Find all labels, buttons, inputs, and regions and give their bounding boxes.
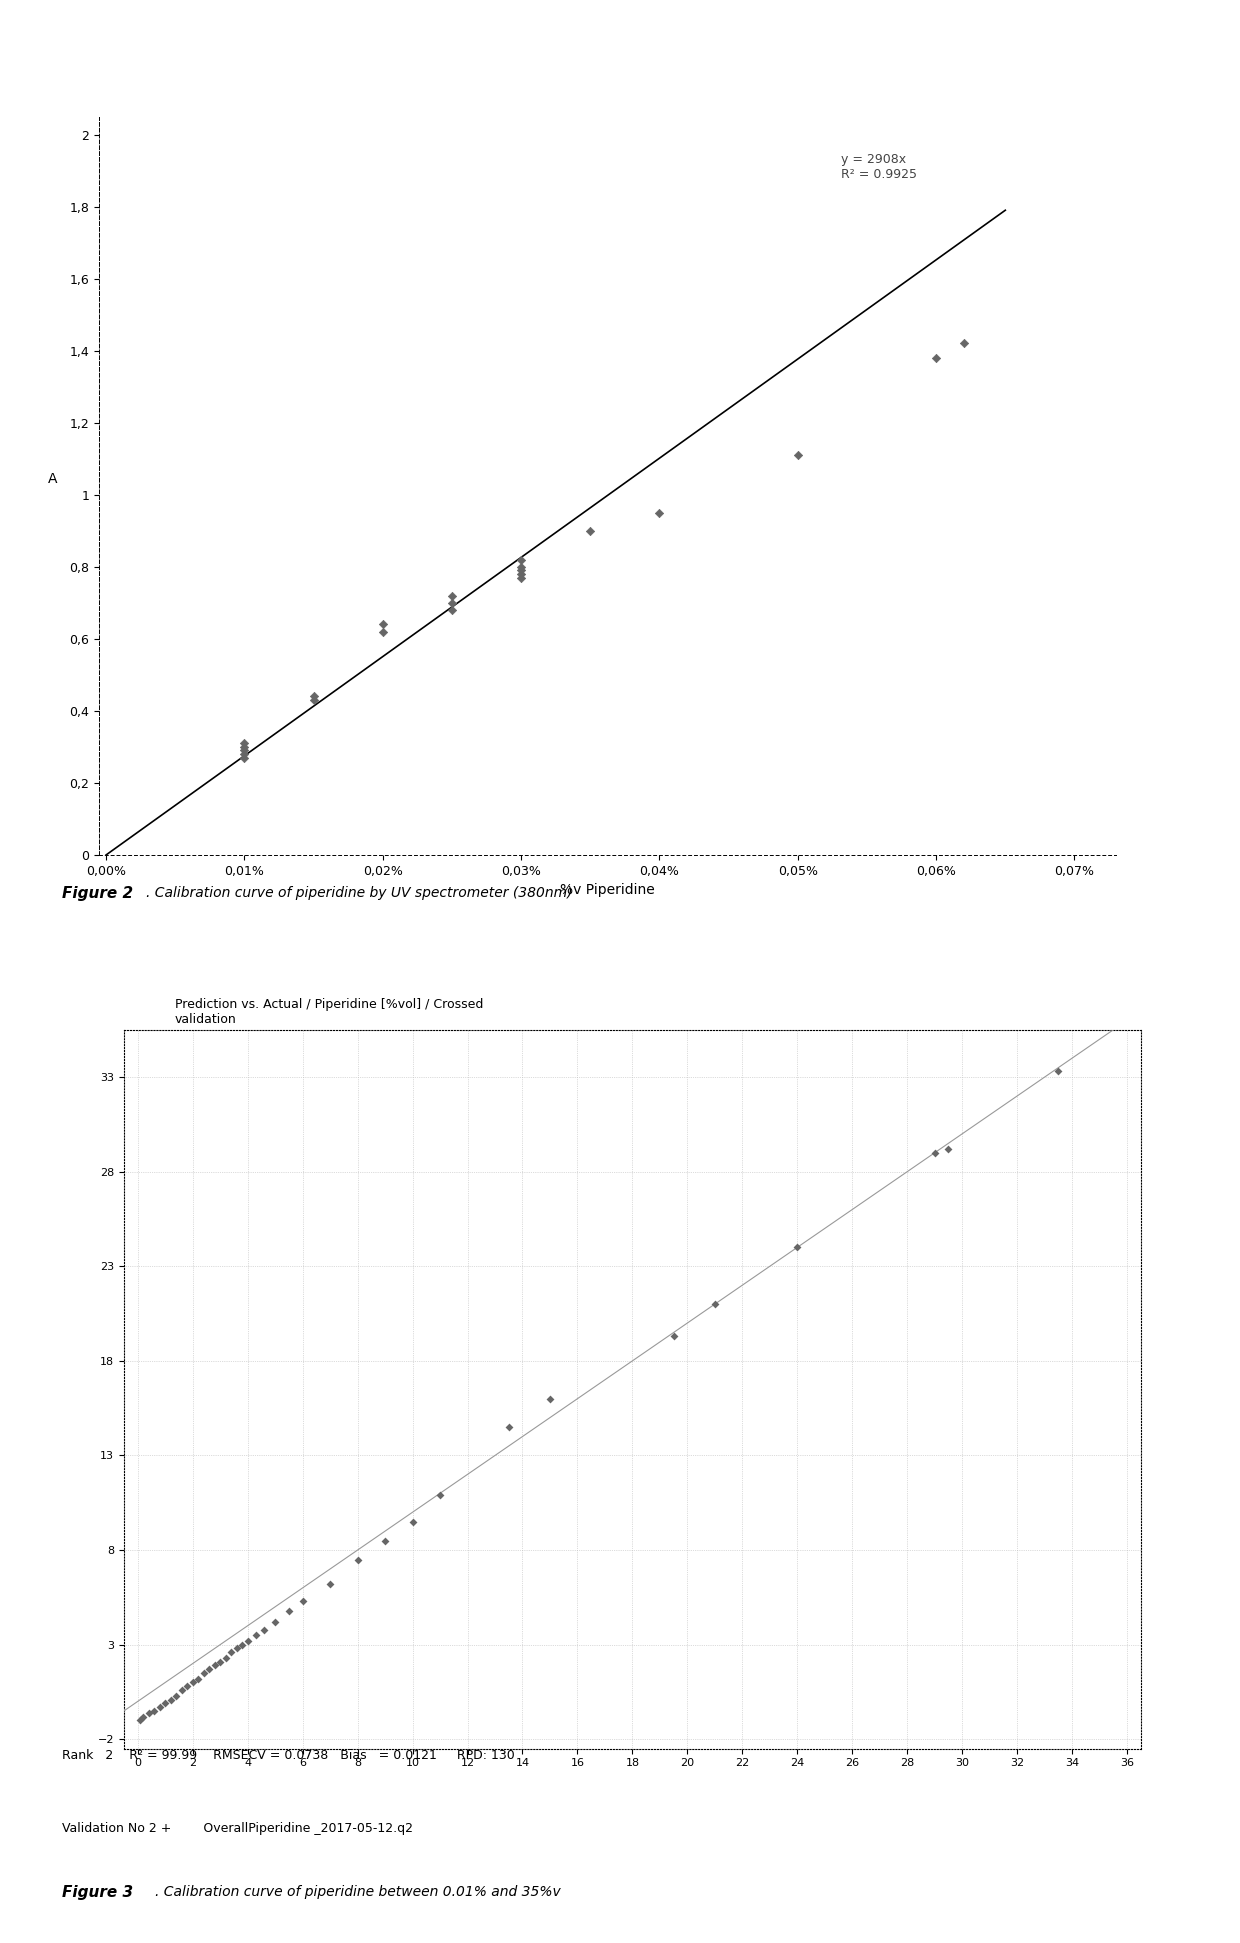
Point <box>200 1653 219 1685</box>
Point <box>373 608 393 639</box>
Point <box>926 342 946 373</box>
Point <box>234 742 254 773</box>
Point <box>939 1133 959 1164</box>
Point <box>403 1506 423 1537</box>
Point <box>246 1620 265 1652</box>
Point <box>304 684 324 715</box>
Point <box>182 1667 202 1698</box>
Point <box>511 558 531 589</box>
Point <box>430 1481 450 1512</box>
Point <box>150 1692 170 1723</box>
Point <box>130 1704 150 1735</box>
Point <box>234 729 254 760</box>
Point <box>177 1671 197 1702</box>
Point <box>498 1411 518 1442</box>
Text: y = 2908x
R² = 0.9925: y = 2908x R² = 0.9925 <box>842 153 918 181</box>
Point <box>238 1624 258 1655</box>
Point <box>441 581 461 612</box>
Point <box>293 1585 312 1617</box>
Point <box>172 1675 192 1706</box>
Point <box>787 439 807 470</box>
Text: . Calibration curve of piperidine by UV spectrometer (380nm): . Calibration curve of piperidine by UV … <box>146 886 572 900</box>
Point <box>441 587 461 618</box>
Point <box>541 1383 560 1415</box>
Point <box>511 544 531 575</box>
Y-axis label: A: A <box>48 472 57 486</box>
Point <box>1049 1055 1069 1086</box>
Point <box>580 515 600 546</box>
Point <box>234 734 254 766</box>
Text: Figure 2: Figure 2 <box>62 886 133 902</box>
Point <box>663 1321 683 1352</box>
Point <box>188 1663 208 1694</box>
Point <box>216 1642 236 1673</box>
Point <box>139 1698 159 1729</box>
Text: Figure 3: Figure 3 <box>62 1885 133 1900</box>
Point <box>211 1646 231 1677</box>
Point <box>134 1700 154 1731</box>
Point <box>320 1568 340 1599</box>
Point <box>441 595 461 626</box>
Point <box>234 738 254 769</box>
Point <box>161 1685 181 1716</box>
Point <box>704 1288 724 1319</box>
Point <box>304 680 324 711</box>
Point <box>511 562 531 593</box>
Point <box>254 1615 274 1646</box>
Point <box>265 1607 285 1638</box>
Point <box>511 556 531 587</box>
Point <box>954 328 973 359</box>
Text: . Calibration curve of piperidine between 0.01% and 35%v: . Calibration curve of piperidine betwee… <box>155 1885 560 1898</box>
Point <box>279 1595 299 1626</box>
Point <box>166 1681 186 1712</box>
Point <box>376 1525 396 1556</box>
Point <box>787 1232 807 1263</box>
Point <box>511 552 531 583</box>
Point <box>205 1650 224 1681</box>
Point <box>373 616 393 647</box>
Point <box>221 1636 241 1667</box>
X-axis label: %v Piperidine: %v Piperidine <box>560 884 655 898</box>
Point <box>155 1688 175 1720</box>
Text: Prediction vs. Actual / Piperidine [%vol] / Crossed
validation: Prediction vs. Actual / Piperidine [%vol… <box>175 999 484 1026</box>
Point <box>234 731 254 762</box>
Point <box>193 1657 213 1688</box>
Point <box>144 1696 164 1727</box>
Point <box>925 1137 945 1168</box>
Point <box>227 1632 247 1663</box>
Point <box>650 497 670 528</box>
Text: Validation No 2 +        OverallPiperidine _2017-05-12.q2: Validation No 2 + OverallPiperidine _201… <box>62 1823 413 1834</box>
Point <box>232 1628 252 1659</box>
Point <box>347 1545 367 1576</box>
Text: Rank   2    R² = 99.99    RMSECV = 0.0738   Bias   = 0.0121     RPD: 130: Rank 2 R² = 99.99 RMSECV = 0.0738 Bias =… <box>62 1749 515 1762</box>
